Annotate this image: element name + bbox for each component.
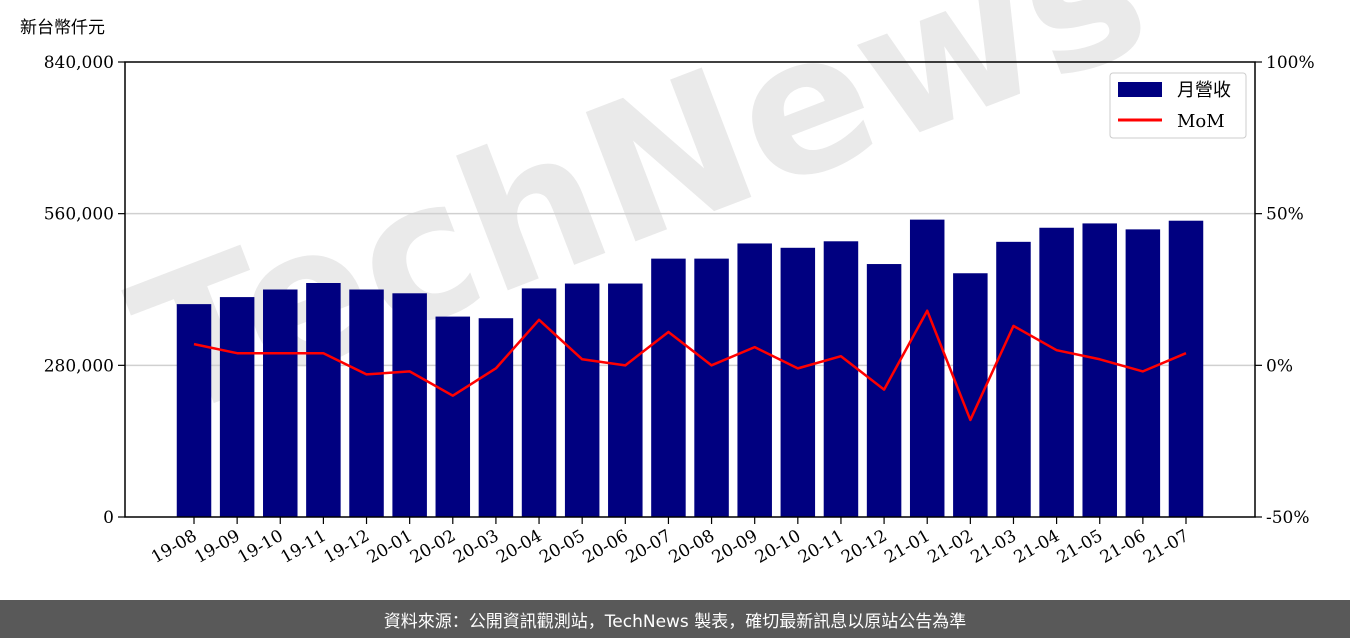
x-tick-label: 19-08 <box>148 526 200 568</box>
legend: 月營收 MoM <box>1109 72 1247 139</box>
x-tick-label: 21-03 <box>968 526 1020 568</box>
bar <box>996 241 1031 518</box>
x-tick-label: 19-09 <box>191 526 243 568</box>
x-tick-label: 21-02 <box>924 526 976 568</box>
bar <box>176 304 212 517</box>
bar <box>909 219 945 517</box>
bar <box>392 293 427 517</box>
x-tick-label: 21-01 <box>881 526 933 568</box>
bar <box>694 258 729 517</box>
y-unit-label: 新台幣仟元 <box>20 18 105 38</box>
x-tick-label: 20-05 <box>536 526 588 568</box>
x-tick-label: 19-10 <box>234 526 286 568</box>
legend-label-revenue: 月營收 <box>1177 80 1231 101</box>
bar <box>1039 227 1074 517</box>
bar <box>521 288 557 517</box>
bar <box>651 258 686 517</box>
y-right-tick-label: 100% <box>1266 53 1315 73</box>
bar <box>478 318 514 517</box>
y-left-tick-label: 280,000 <box>44 356 114 376</box>
bar <box>1125 229 1161 517</box>
x-tick-label: 21-04 <box>1011 526 1063 568</box>
x-tick-label: 20-03 <box>450 526 502 568</box>
y-right-tick-label: 50% <box>1266 205 1304 225</box>
y-left-tick-label: 840,000 <box>44 53 114 73</box>
bar <box>435 316 471 517</box>
bar <box>564 283 600 517</box>
chart-svg: TechNews 0280,000560,000840,000-50%0%50%… <box>20 0 1315 568</box>
bar <box>780 247 816 517</box>
plot-frame <box>124 61 1256 518</box>
line-series <box>193 309 1187 422</box>
y-left-tick-label: 0 <box>103 508 114 528</box>
x-tick-label: 20-06 <box>579 526 631 568</box>
x-tick-label: 19-11 <box>277 526 329 568</box>
x-tick-label: 21-05 <box>1054 526 1106 568</box>
footer-source-note: 資料來源：公開資訊觀測站，TechNews 製表，確切最新訊息以原站公告為準 <box>0 600 1350 638</box>
axes: 0 280,000 560,000 840,000 -50% 0% 50% 100% 新台幣仟元… <box>20 18 1315 568</box>
y-right-tick-label: 0% <box>1266 356 1293 376</box>
mom-line <box>193 309 1187 422</box>
bar <box>349 289 384 517</box>
x-tick-label: 20-12 <box>838 526 890 568</box>
chart-area: TechNews 0 280,000 560,000 840,000 -50% 0% 50%… <box>20 0 1315 568</box>
x-tick-label: 20-08 <box>666 526 718 568</box>
bar <box>219 297 255 517</box>
x-tick-label: 20-02 <box>407 526 459 568</box>
x-tick-label: 20-04 <box>493 526 545 568</box>
x-tick-label: 19-12 <box>321 526 373 568</box>
bar <box>737 243 772 518</box>
x-tick-label: 21-07 <box>1140 526 1192 568</box>
x-tick-label: 20-01 <box>364 526 416 568</box>
legend-label-mom: MoM <box>1177 111 1225 132</box>
x-tick-label: 21-06 <box>1097 526 1149 568</box>
bar <box>263 289 298 517</box>
legend-swatch-bar <box>1118 82 1162 97</box>
x-tick-label: 20-11 <box>795 526 847 568</box>
bar-series <box>176 219 1204 518</box>
bar <box>823 241 859 517</box>
x-tick-label: 20-07 <box>622 526 674 568</box>
bar <box>306 283 341 517</box>
bar <box>1082 223 1117 517</box>
x-tick-label: 20-10 <box>752 526 804 568</box>
x-tick-label: 20-09 <box>709 526 761 568</box>
y-right-tick-label: -50% <box>1266 508 1310 528</box>
y-left-tick-label: 560,000 <box>44 205 114 225</box>
bar <box>1168 220 1204 518</box>
bar <box>608 283 643 517</box>
